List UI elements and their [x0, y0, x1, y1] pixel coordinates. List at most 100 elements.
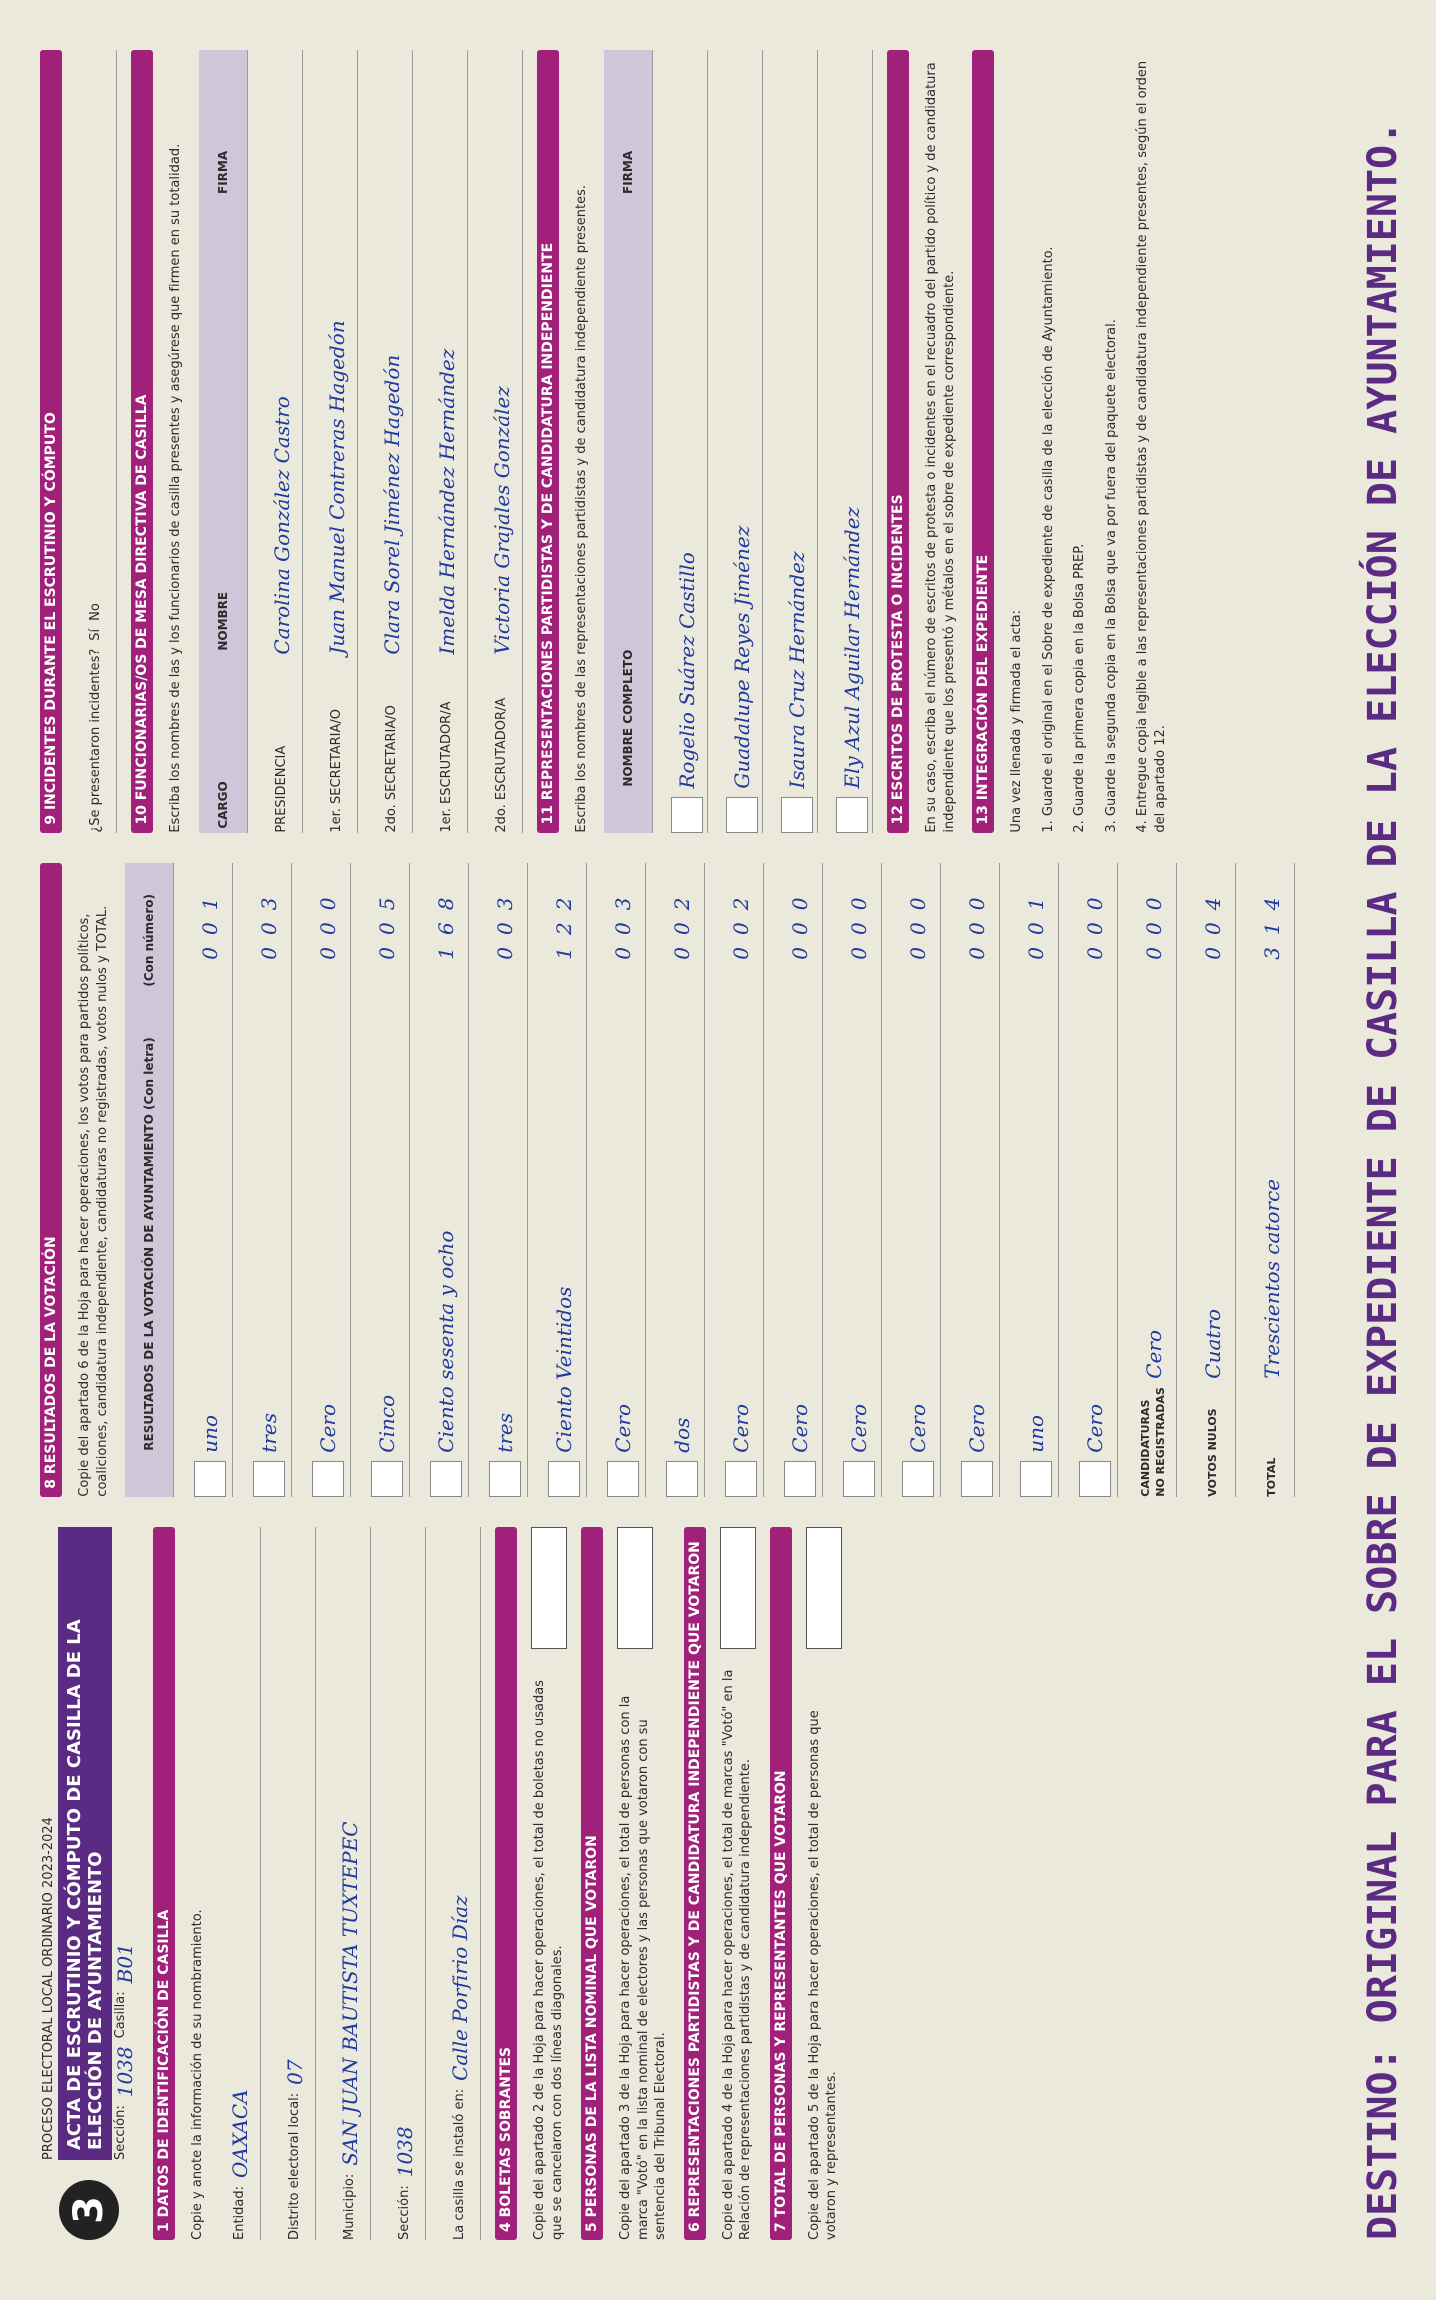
result-row: Cero 000	[1073, 862, 1119, 1497]
answer-box	[617, 1526, 654, 1649]
section-heading: 11 REPRESENTACIONES PARTIDISTAS Y DE CAN…	[536, 50, 559, 833]
votes-numero: 000	[1083, 885, 1108, 960]
party-logo	[666, 1460, 699, 1497]
cargo: 2do. SECRETARIA/O	[383, 705, 399, 833]
party-logo	[253, 1460, 286, 1497]
section-heading: 5 PERSONAS DE LA LISTA NOMINAL QUE VOTAR…	[581, 1526, 604, 2240]
field-row: Distrito electoral local: 07	[275, 1526, 317, 2240]
nombre: Imelda Hernández Hernández	[434, 348, 459, 655]
col-firma: FIRMA	[215, 150, 230, 194]
header-text: PROCESO ELECTORAL LOCAL ORDINARIO 2023-2…	[40, 1526, 139, 2160]
votes-numero: 003	[257, 885, 282, 960]
answer-box	[805, 1526, 842, 1649]
columns: 3 PROCESO ELECTORAL LOCAL ORDINARIO 2023-…	[40, 50, 1330, 2240]
result-row: tres 003	[483, 862, 529, 1497]
result-row: Cero 000	[955, 862, 1001, 1497]
party-logo	[784, 1460, 817, 1497]
party-logo	[836, 796, 869, 833]
party-logo	[961, 1460, 994, 1497]
header-field: 1038	[112, 2046, 137, 2098]
party-logo	[194, 1460, 227, 1497]
col-cargo: CARGO	[215, 781, 230, 829]
votes-letra: Cero	[788, 1403, 813, 1453]
integracion-step: 1. Guarde el original en el Sobre de exp…	[1040, 246, 1056, 833]
votes-numero: 000	[1142, 885, 1167, 960]
header-field: Sección:	[112, 2105, 128, 2160]
party-logo	[1020, 1460, 1053, 1497]
result-row: Cero 000	[306, 862, 352, 1497]
instruction: Escriba los nombres de las representacio…	[573, 184, 589, 833]
field-value: 1038	[393, 2126, 418, 2178]
incidentes-question: ¿Se presentaron incidentes?	[88, 648, 104, 833]
incidentes-no: No	[88, 603, 104, 621]
votes-numero: 168	[434, 885, 459, 960]
votes-numero: 122	[552, 885, 577, 960]
answer-box	[531, 1526, 568, 1649]
votes-letra: dos	[670, 1417, 695, 1453]
result-row: Ciento Veintidos 122	[542, 862, 588, 1497]
nombre: Carolina González Castro	[269, 396, 294, 655]
section-text: Copie del apartado 5 de la Hoja para hac…	[806, 1710, 840, 2240]
integracion-intro: Una vez llenada y firmada el acta:	[1009, 609, 1025, 833]
votes-letra: Cero	[847, 1403, 872, 1453]
right-column: 9 INCIDENTES DURANTE EL ESCRUTINIO Y CÓM…	[40, 50, 1330, 833]
field-label: Municipio:	[342, 2173, 358, 2240]
field-value: Calle Porfirio Díaz	[448, 1895, 473, 2081]
votes-letra: Ciento sesenta y ocho	[434, 1230, 459, 1453]
section-body: Copie del apartado 5 de la Hoja para hac…	[805, 1526, 842, 2240]
votes-letra: Cero	[1083, 1403, 1108, 1453]
votes-letra: uno	[1024, 1414, 1049, 1453]
section-text: Copie del apartado 4 de la Hoja para hac…	[720, 1669, 754, 2241]
field-value: 07	[283, 2059, 308, 2085]
result-row: dos 002	[660, 862, 706, 1497]
section-heading: 13 INTEGRACIÓN DEL EXPEDIENTE	[972, 50, 995, 833]
result-row: TOTAL Trescientos catorce 314	[1250, 862, 1296, 1497]
integracion-step: 3. Guarde la segunda copia en la Bolsa q…	[1103, 319, 1119, 833]
party-logo	[607, 1460, 640, 1497]
votes-numero: 314	[1260, 885, 1285, 960]
instruction: Escriba los nombres de las y los funcion…	[168, 143, 183, 833]
result-row: CANDIDATURAS NO REGISTRADAS Cero 000	[1132, 862, 1178, 1497]
votes-numero: 005	[375, 885, 400, 960]
votes-numero: 004	[1201, 885, 1226, 960]
col-numero: (Con número)	[142, 894, 157, 987]
section-heading: 4 BOLETAS SOBRANTES	[495, 1526, 518, 2240]
votes-letra: Trescientos catorce	[1260, 1178, 1285, 1379]
nombre: Guadalupe Reyes Jiménez	[730, 525, 755, 789]
result-row: Cero 000	[778, 862, 824, 1497]
representante-row: Ely Azul Aguilar Hernández	[832, 50, 874, 833]
result-row: Cero 002	[719, 862, 765, 1497]
col-nombre: NOMBRE	[215, 591, 230, 651]
table-header: RESULTADOS DE LA VOTACIÓN DE AYUNTAMIENT…	[125, 862, 175, 1497]
section-body: Copie del apartado 4 de la Hoja para hac…	[719, 1526, 756, 2241]
nombre: Clara Sorel Jiménez Hagedón	[379, 354, 404, 655]
field-label: Sección:	[397, 2185, 413, 2240]
party-logo	[843, 1460, 876, 1497]
party-logo	[726, 796, 759, 833]
votes-letra: Cero	[316, 1403, 341, 1453]
nombre: Ely Azul Aguilar Hernández	[840, 506, 865, 789]
votes-letra: tres	[257, 1413, 282, 1453]
party-logo	[430, 1460, 463, 1497]
field-label: Entidad:	[232, 2185, 248, 2240]
col-firma: FIRMA	[621, 150, 636, 194]
section-body: Copie del apartado 2 de la Hoja para hac…	[531, 1526, 568, 2240]
section-number: 3	[59, 2180, 120, 2240]
funcionario-row: 1er. SECRETARIA/O Juan Manuel Contreras H…	[316, 50, 358, 833]
funcionario-row: 2do. SECRETARIA/O Clara Sorel Jiménez Hag…	[371, 50, 413, 833]
row-label: TOTAL	[1264, 1457, 1278, 1497]
instruction: Copie del apartado 6 de la Hoja para hac…	[77, 905, 110, 1497]
votes-letra: Cuatro	[1201, 1308, 1226, 1379]
result-row: VOTOS NULOS Cuatro 004	[1191, 862, 1237, 1497]
votes-letra: Cero	[906, 1403, 931, 1453]
answer-box	[719, 1526, 756, 1649]
section-heading: 7 TOTAL DE PERSONAS Y REPRESENTANTES QUE…	[769, 1526, 792, 2240]
integracion-step: 4. Entregue copia legible a las represen…	[1135, 60, 1168, 833]
row-label: CANDIDATURAS NO REGISTRADAS	[1139, 1387, 1168, 1497]
party-logo	[371, 1460, 404, 1497]
result-row: uno 001	[188, 862, 234, 1497]
section-heading: 6 REPRESENTACIONES PARTIDISTAS Y DE CAND…	[683, 1526, 706, 2240]
votes-letra: Cinco	[375, 1394, 400, 1453]
result-row: uno 001	[1014, 862, 1060, 1497]
